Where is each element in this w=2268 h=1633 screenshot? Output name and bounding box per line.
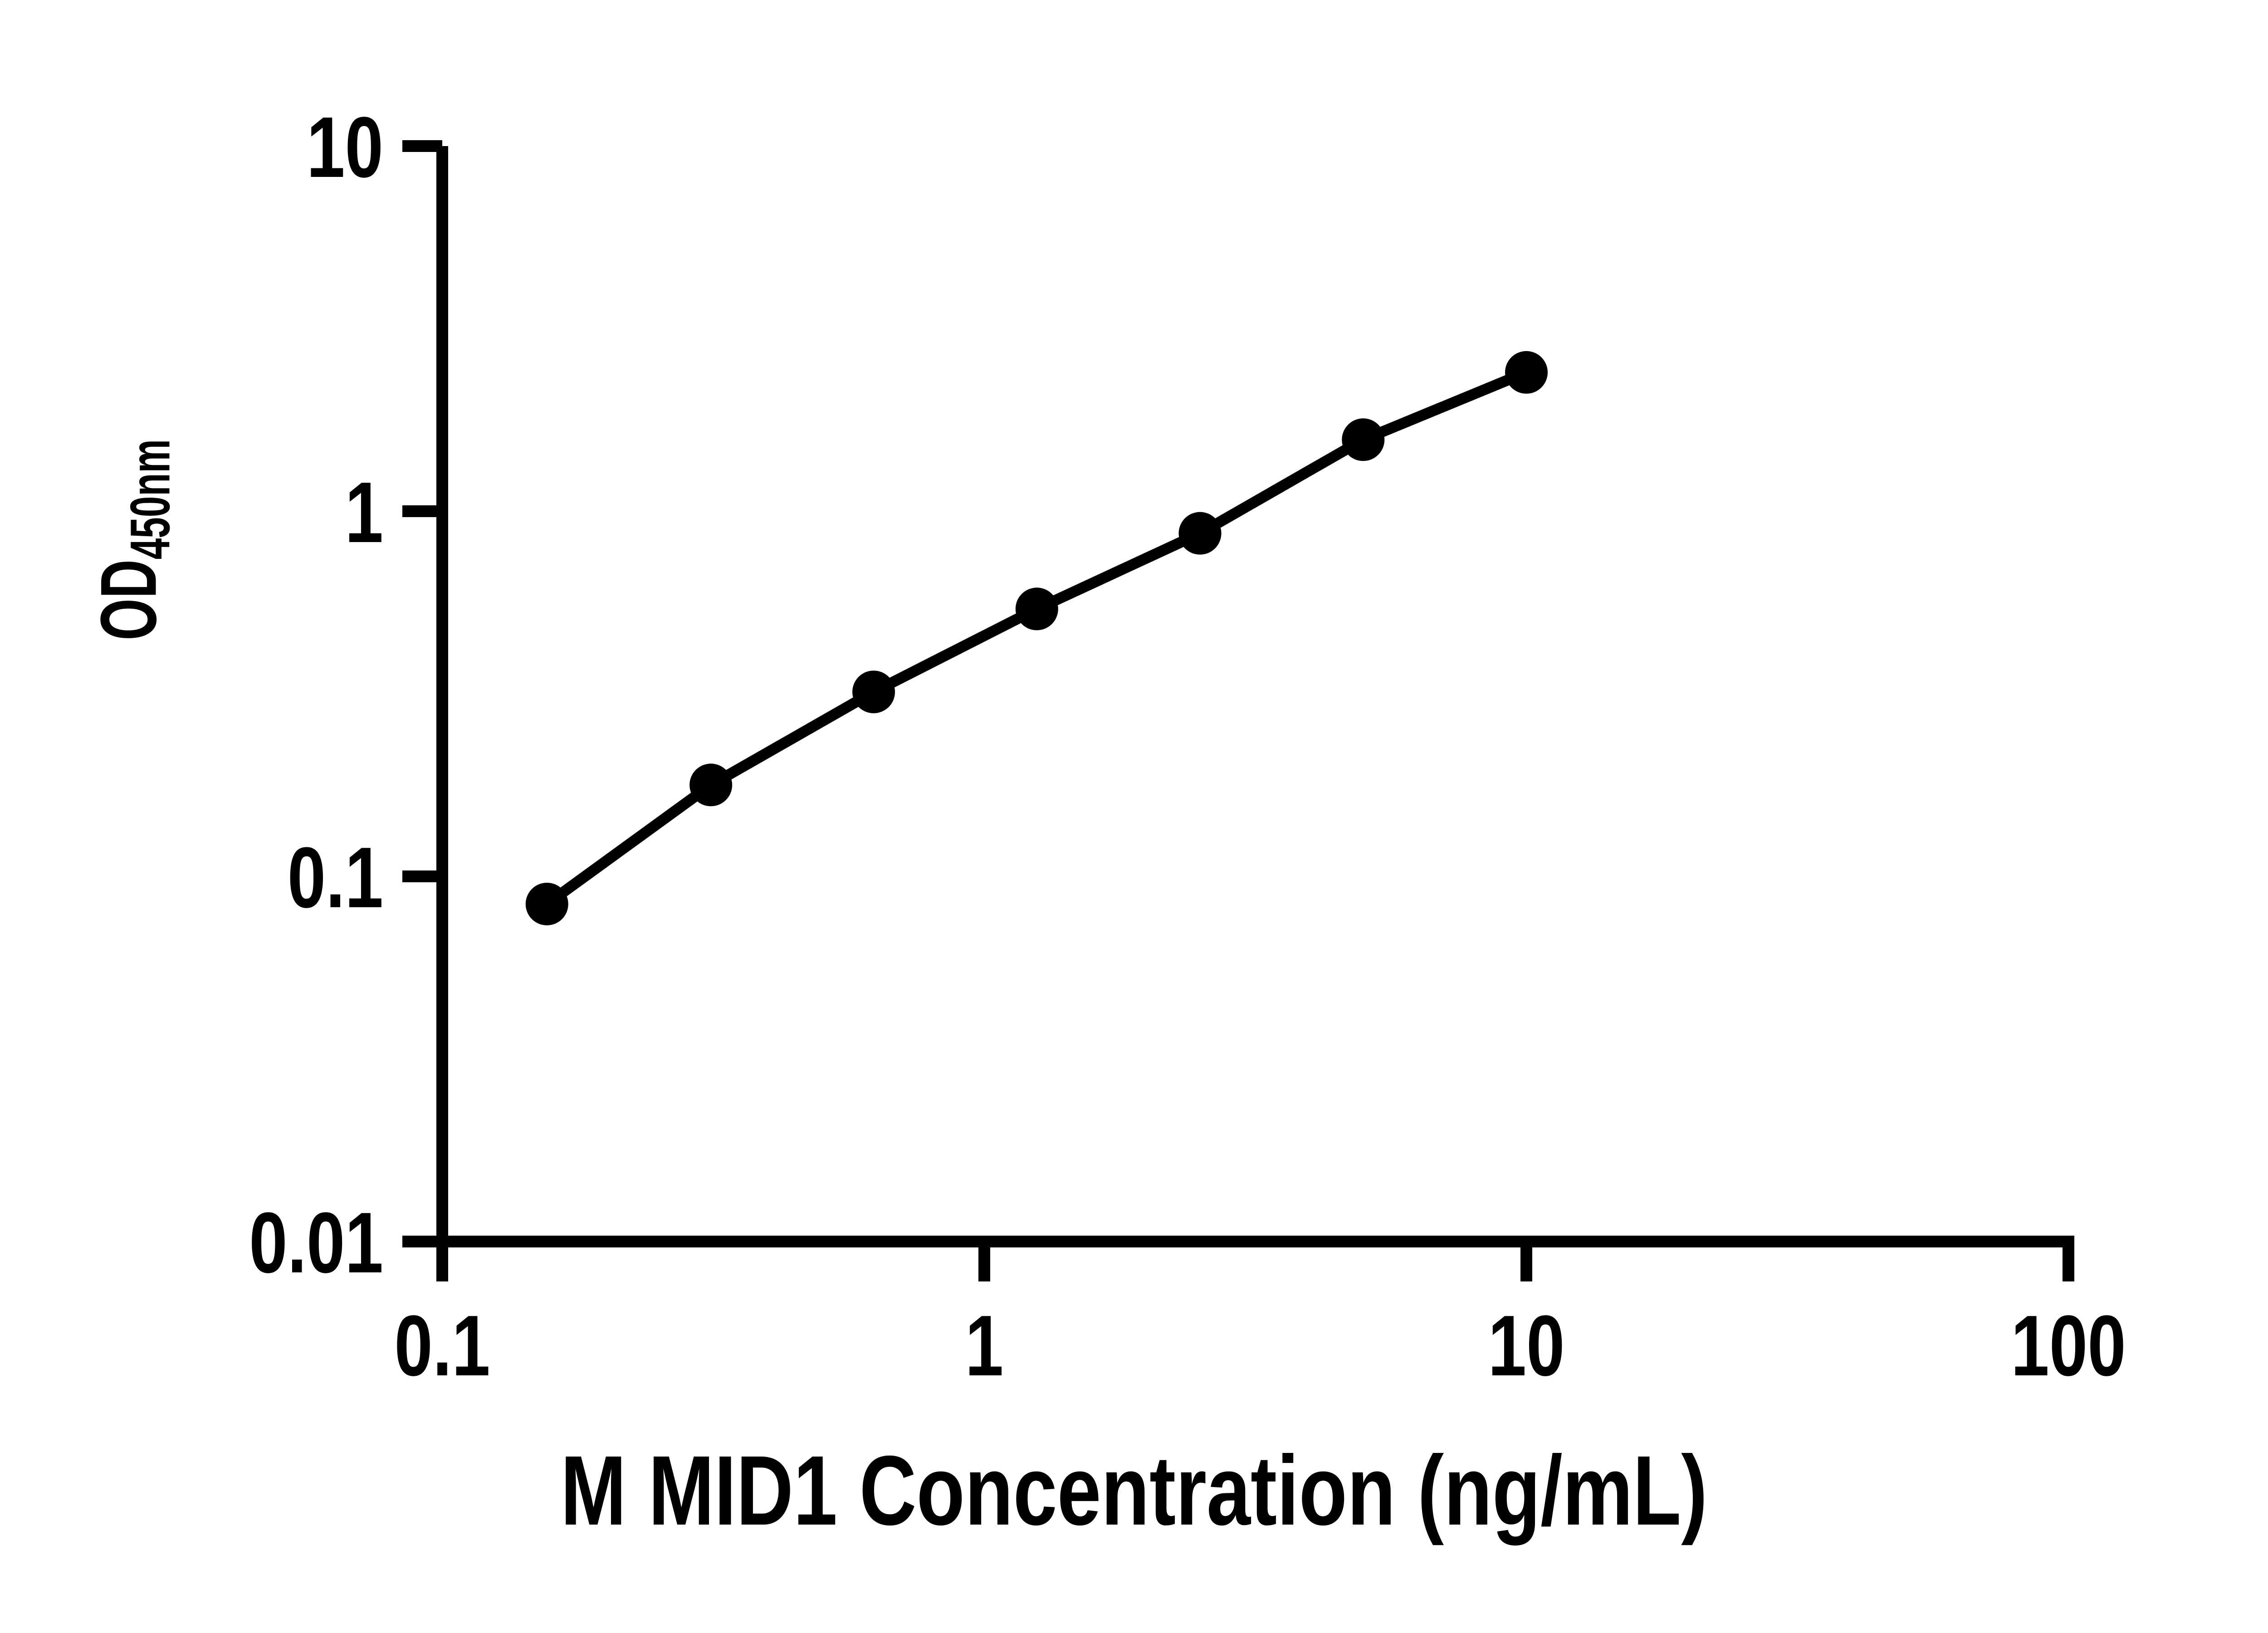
data-point <box>1342 418 1385 461</box>
data-point <box>525 882 568 925</box>
y-tick-label: 0.1 <box>288 830 383 926</box>
y-axis-title-subscript: 450nm <box>119 439 182 560</box>
y-tick-label: 1 <box>345 464 383 561</box>
y-tick-label: 10 <box>307 99 383 196</box>
y-tick-label: 0.01 <box>249 1195 383 1291</box>
data-point <box>1015 587 1058 631</box>
x-axis-title: M MID1 Concentration (ng/mL) <box>560 1436 1708 1546</box>
x-tick-label: 100 <box>2011 1298 2126 1394</box>
data-point <box>852 670 895 714</box>
data-point <box>689 763 733 807</box>
x-tick-label: 0.1 <box>394 1298 490 1394</box>
x-tick-label: 1 <box>965 1298 1004 1394</box>
y-axis-title-main: OD <box>84 559 173 640</box>
data-point <box>1505 351 1548 394</box>
data-point <box>1178 512 1222 555</box>
y-axis-title: OD450nm <box>85 439 182 640</box>
x-tick-label: 10 <box>1488 1298 1564 1394</box>
